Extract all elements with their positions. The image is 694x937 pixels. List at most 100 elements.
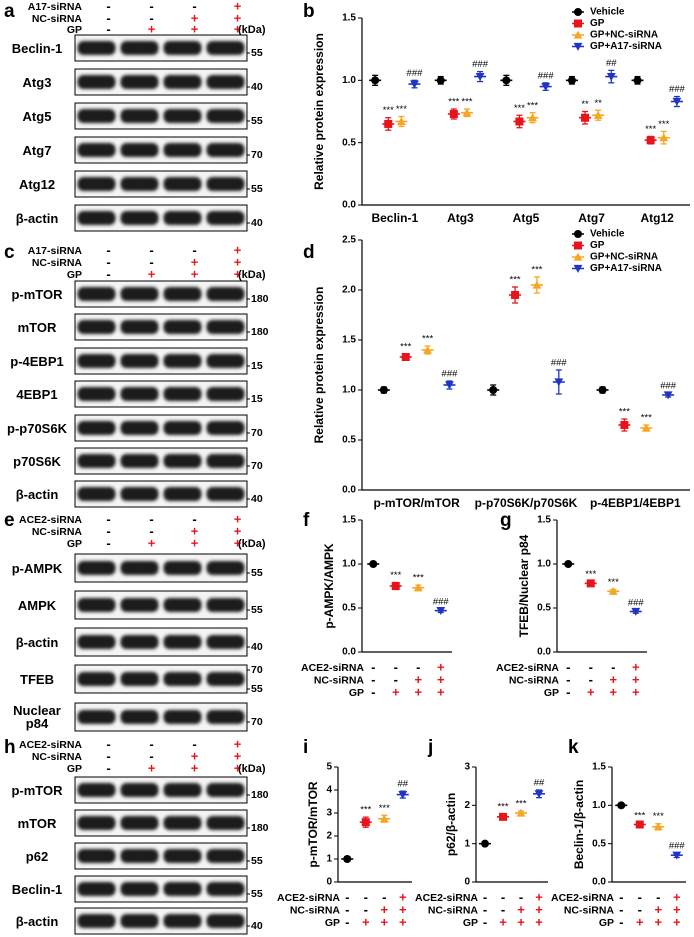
y-axis-label: p-AMPK/AMPK — [322, 543, 336, 629]
significance: ### — [660, 381, 677, 392]
significance: *** — [497, 802, 508, 813]
condition-sign: + — [191, 760, 199, 775]
condition-sign: + — [148, 535, 156, 550]
significance: *** — [383, 105, 394, 116]
blot-band — [77, 287, 116, 301]
condition-sign: - — [106, 511, 110, 526]
band-label: mTOR — [17, 815, 57, 831]
band-label: Beclin-1 — [11, 881, 63, 897]
condition-sign: + — [399, 914, 407, 929]
blot-band — [120, 849, 159, 863]
panel-letter: f — [303, 510, 310, 531]
blot-band — [120, 454, 159, 468]
marker-label: 40 — [251, 493, 263, 505]
blot-band — [120, 354, 159, 368]
legend-label: GP — [590, 240, 605, 251]
band-label: β-actin — [15, 634, 59, 650]
condition-sign: + — [654, 902, 662, 917]
mean-marker — [449, 109, 458, 118]
condition-sign: - — [501, 889, 505, 904]
significance: *** — [379, 803, 390, 814]
panel-letter: b — [303, 1, 315, 22]
y-tick-label: 1.0 — [592, 800, 606, 811]
significance: ## — [534, 778, 545, 789]
marker-label: 15 — [251, 393, 263, 405]
blot-band — [163, 211, 202, 225]
mean-marker — [608, 586, 618, 595]
mean-marker — [343, 855, 352, 863]
significance: *** — [653, 811, 664, 822]
mean-marker — [515, 117, 524, 126]
y-tick-label: 2.5 — [342, 235, 356, 246]
mean-marker — [499, 812, 507, 821]
condition-sign: - — [149, 0, 153, 13]
condition-sign: + — [437, 672, 445, 687]
condition-sign: + — [148, 21, 156, 36]
blot-band — [120, 816, 159, 830]
condition-label: ACE2-siRNA — [19, 739, 82, 751]
significance: *** — [510, 275, 521, 286]
mean-marker — [617, 801, 626, 810]
mean-marker — [391, 582, 400, 590]
blot-band — [163, 421, 202, 435]
mean-marker — [379, 386, 388, 394]
y-tick-label: 2 — [464, 800, 470, 811]
blot-band — [120, 143, 159, 157]
blot-band — [163, 41, 202, 55]
mean-marker — [369, 560, 378, 568]
condition-label: ACE2-siRNA — [301, 662, 364, 674]
condition-label: GP — [67, 269, 82, 281]
y-tick-label: 1.5 — [342, 13, 356, 24]
y-tick-label: 2 — [326, 831, 332, 842]
condition-sign: + — [673, 902, 681, 917]
marker-label: 180 — [251, 789, 269, 801]
marker-label: 40 — [251, 920, 263, 932]
condition-sign: + — [517, 914, 525, 929]
blot-band — [120, 783, 159, 797]
x-tick-label: Atg12 — [641, 211, 675, 225]
significance: *** — [514, 103, 525, 114]
y-tick-label: 0.0 — [592, 877, 606, 888]
band-label: Atg5 — [22, 108, 52, 124]
condition-label: NC-siRNA — [564, 904, 615, 916]
condition-sign: + — [632, 684, 640, 699]
marker-label: 40 — [251, 81, 263, 93]
blot-band — [206, 849, 245, 863]
condition-sign: + — [632, 672, 640, 687]
legend-label: GP+NC-siRNA — [590, 30, 658, 41]
mean-marker — [641, 423, 651, 432]
y-tick-label: 1.5 — [342, 335, 356, 346]
blot-band — [120, 387, 159, 401]
significance: *** — [531, 265, 542, 276]
blot-band — [120, 421, 159, 435]
y-tick-label: 1.0 — [537, 559, 551, 570]
condition-sign: + — [587, 684, 595, 699]
mean-marker — [410, 80, 419, 89]
blot-band — [206, 816, 245, 830]
condition-sign: + — [234, 760, 242, 775]
legend-label: Vehicle — [590, 229, 625, 240]
y-tick-label: 0.5 — [342, 603, 356, 614]
mean-marker — [554, 378, 564, 387]
condition-label: GP — [67, 538, 82, 550]
condition-label: GP — [349, 687, 364, 699]
band-label: p-mTOR — [11, 782, 63, 798]
marker-label: 40 — [251, 217, 263, 229]
mean-marker — [396, 117, 406, 126]
condition-sign: - — [656, 889, 660, 904]
band-label: p-mTOR — [11, 286, 63, 302]
condition-sign: - — [149, 254, 153, 269]
condition-sign: + — [632, 659, 640, 674]
condition-sign: + — [380, 902, 388, 917]
condition-sign: + — [191, 266, 199, 281]
condition-sign: + — [362, 914, 370, 929]
mean-marker — [635, 820, 644, 829]
mean-marker — [423, 345, 432, 354]
blot-band — [163, 816, 202, 830]
y-tick-label: 0 — [464, 877, 470, 888]
condition-sign: + — [148, 760, 156, 775]
condition-sign: + — [437, 659, 445, 674]
mean-marker — [462, 108, 472, 117]
